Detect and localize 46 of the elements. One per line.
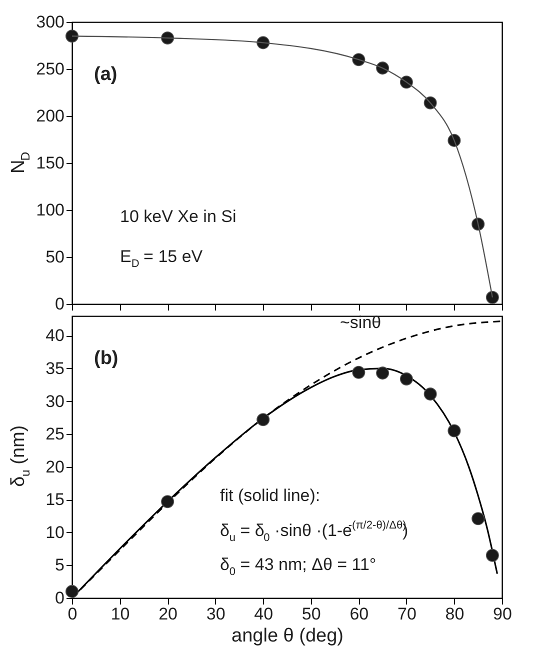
y-tick-label: 0 bbox=[55, 588, 64, 608]
point bbox=[424, 388, 437, 401]
x-tick-label: 50 bbox=[302, 604, 321, 624]
y-tick-label: 150 bbox=[36, 154, 64, 172]
point bbox=[400, 372, 413, 386]
annotation: 10 keV Xe in Si bbox=[120, 207, 236, 226]
y-tick-label: 0 bbox=[55, 294, 64, 314]
point bbox=[65, 30, 79, 43]
y-tick-label: 30 bbox=[46, 392, 64, 411]
annotation: (a) bbox=[94, 64, 118, 85]
point bbox=[472, 512, 485, 526]
y-tick-label: 40 bbox=[46, 326, 64, 346]
y-tick-label: 10 bbox=[46, 522, 64, 542]
x-tick-label: 10 bbox=[110, 604, 130, 624]
x-tick-label: 30 bbox=[206, 604, 226, 624]
annotation: ~sinθ bbox=[340, 313, 382, 332]
point bbox=[486, 290, 499, 304]
point bbox=[161, 495, 174, 508]
point bbox=[256, 413, 270, 426]
y-tick-label: 300 bbox=[36, 12, 64, 32]
x-tick-label: 0 bbox=[68, 604, 78, 624]
y-axis-title: ND bbox=[8, 152, 33, 174]
point bbox=[376, 366, 390, 380]
x-axis-title: angle θ (deg) bbox=[232, 626, 344, 646]
x-tick-label: 80 bbox=[445, 604, 464, 624]
y-tick-label: 100 bbox=[36, 200, 64, 220]
annotation: fit (solid line): bbox=[220, 486, 320, 505]
annotation: (b) bbox=[94, 348, 118, 369]
y-tick-label: 25 bbox=[46, 424, 64, 444]
x-tick-label: 70 bbox=[397, 604, 416, 624]
y-tick-label: 20 bbox=[46, 457, 64, 476]
x-tick-label: 40 bbox=[254, 604, 274, 624]
y-tick-label: 15 bbox=[46, 490, 64, 510]
point bbox=[486, 548, 499, 562]
y-tick-label: 35 bbox=[46, 358, 64, 378]
y-tick-label: 50 bbox=[46, 248, 64, 266]
point bbox=[352, 366, 366, 379]
point bbox=[448, 424, 461, 438]
y-axis-title: δu (nm) bbox=[8, 425, 33, 487]
point bbox=[65, 584, 79, 598]
x-tick-label: 20 bbox=[158, 604, 178, 624]
x-tick-label: 90 bbox=[493, 604, 512, 624]
y-tick-label: 250 bbox=[36, 60, 64, 78]
y-tick-label: 200 bbox=[36, 106, 64, 126]
x-tick-label: 60 bbox=[350, 604, 369, 624]
y-tick-label: 5 bbox=[55, 556, 64, 575]
